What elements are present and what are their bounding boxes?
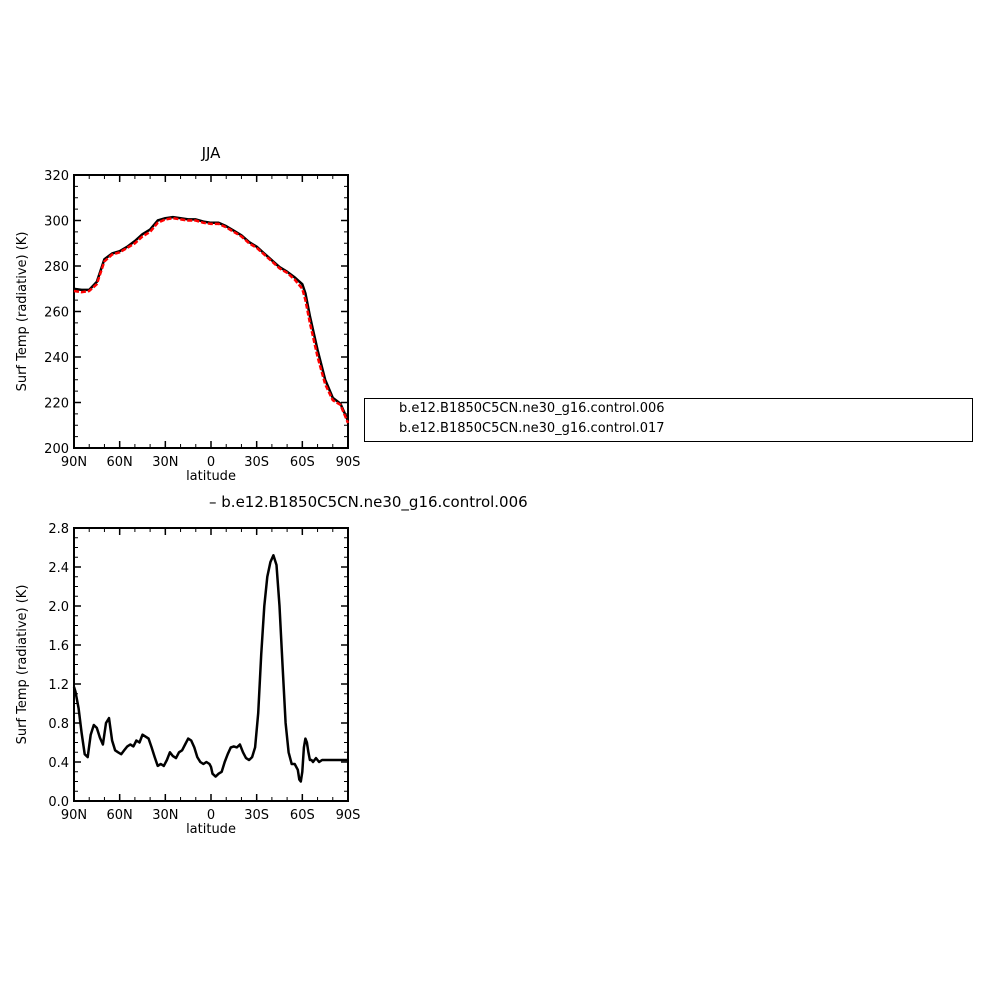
y-tick-label: 300 xyxy=(44,215,69,230)
difference-series-label: – b.e12.B1850C5CN.ne30_g16.control.006 xyxy=(209,493,528,511)
x-tick-label: 60S xyxy=(290,808,315,823)
y-tick-label: 280 xyxy=(44,260,69,275)
chart-title: JJA xyxy=(201,144,222,162)
y-tick-label: 200 xyxy=(44,442,69,457)
bottom-panel: 90N 60N 30N 0 30S 60S 90S 0.0 0.4 0.8 1.2 1.6 2.0 2.4… xyxy=(15,522,360,837)
y-tick-label: 2.8 xyxy=(48,522,69,537)
legend-entry: b.e12.B1850C5CN.ne30_g16.control.006 xyxy=(365,400,972,420)
y-tick-label: 260 xyxy=(44,306,69,321)
y-tick-label: 1.2 xyxy=(48,678,69,693)
x-axis-label: latitude xyxy=(186,822,236,837)
x-tick-label: 60N xyxy=(107,455,133,470)
y-tick-label: 0.0 xyxy=(48,795,69,810)
legend-label: b.e12.B1850C5CN.ne30_g16.control.006 xyxy=(399,401,665,416)
y-axis-label: Surf Temp (radiative) (K) xyxy=(15,585,30,745)
x-tick-label: 0 xyxy=(207,455,215,470)
x-tick-label: 30S xyxy=(244,808,269,823)
x-tick-label: 0 xyxy=(207,808,215,823)
series-line-1 xyxy=(73,215,350,422)
y-tick-label: 2.0 xyxy=(48,600,69,615)
x-tick-label: 30S xyxy=(244,455,269,470)
difference-dash: – xyxy=(209,493,222,511)
x-tick-label: 60N xyxy=(107,808,133,823)
y-tick-label: 2.4 xyxy=(48,561,69,576)
y-tick-label: 320 xyxy=(44,169,69,184)
x-axis-label: latitude xyxy=(186,469,236,484)
y-tick-label: 0.8 xyxy=(48,717,69,732)
x-tick-label: 90S xyxy=(336,808,361,823)
legend-entry: b.e12.B1850C5CN.ne30_g16.control.017 xyxy=(365,420,972,440)
series-line-0 xyxy=(73,216,350,424)
legend-label: b.e12.B1850C5CN.ne30_g16.control.017 xyxy=(399,421,665,436)
top-panel: 90N 60N 30N 0 30S 60S 90S 200 220 240 260 280 300 320… xyxy=(15,144,360,484)
y-tick-label: 220 xyxy=(44,397,69,412)
difference-series-name: b.e12.B1850C5CN.ne30_g16.control.006 xyxy=(221,493,528,511)
x-tick-label: 60S xyxy=(290,455,315,470)
x-tick-label: 30N xyxy=(152,808,178,823)
legend: b.e12.B1850C5CN.ne30_g16.control.006 b.e… xyxy=(364,398,973,442)
x-tick-label: 30N xyxy=(152,455,178,470)
x-tick-label: 90N xyxy=(61,455,87,470)
plot-frame xyxy=(73,527,349,802)
y-axis-label: Surf Temp (radiative) (K) xyxy=(15,232,30,392)
x-tick-label: 90S xyxy=(336,455,361,470)
y-tick-label: 0.4 xyxy=(48,756,69,771)
y-tick-label: 240 xyxy=(44,351,69,366)
series-line-0 xyxy=(72,554,348,783)
x-tick-label: 90N xyxy=(61,808,87,823)
y-tick-label: 1.6 xyxy=(48,639,69,654)
